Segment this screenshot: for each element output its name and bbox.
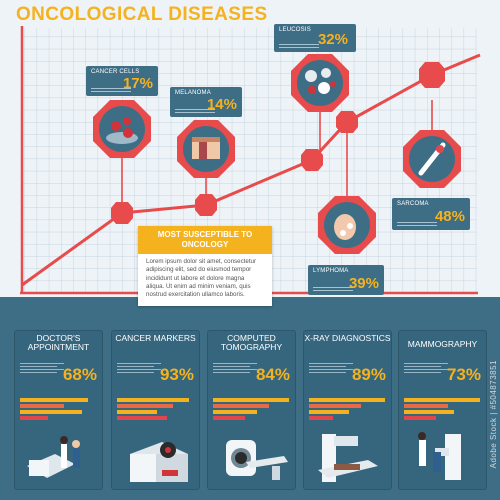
stock-watermark: Adobe Stock | #504873851 bbox=[489, 360, 498, 469]
panel-xray-diagnostics: X-RAY DIAGNOSTICS 89% bbox=[303, 330, 392, 490]
point-leucosis bbox=[336, 111, 358, 133]
panel-bar bbox=[404, 398, 480, 402]
chart-area: ONCOLOGICAL DISEASES CANCER CELLS 17% ME… bbox=[0, 0, 500, 297]
panel-value: 84% bbox=[255, 365, 290, 384]
panel-placeholder-text bbox=[404, 363, 448, 375]
label-lymphoma-name: LYMPHOMA bbox=[313, 268, 349, 274]
panel-computed-tomography: COMPUTED TOMOGRAPHY 84% bbox=[207, 330, 296, 490]
panel-bar bbox=[309, 398, 385, 402]
panel-title: COMPUTED TOMOGRAPHY bbox=[220, 333, 283, 352]
panel-doctors-appointment: DOCTOR'S APPOINTMENT 68% bbox=[14, 330, 103, 490]
label-cancer-cells-value: 17% bbox=[122, 75, 153, 92]
point-sarcoma bbox=[419, 62, 445, 88]
most-susceptible-card: MOST SUSCEPTIBLE TO ONCOLOGY Lorem ipsum… bbox=[138, 226, 272, 306]
panel-bar bbox=[213, 398, 289, 402]
label-melanoma: MELANOMA 14% bbox=[170, 87, 242, 117]
panel-bar bbox=[213, 404, 269, 408]
panel-bar bbox=[117, 410, 157, 414]
label-melanoma-value: 14% bbox=[206, 96, 237, 113]
panel-title: X-RAY DIAGNOSTICS bbox=[304, 333, 391, 343]
label-sarcoma-name: SARCOMA bbox=[397, 201, 429, 207]
tomography-illustration bbox=[226, 440, 288, 480]
panel-value: 68% bbox=[62, 365, 97, 384]
panel-bar bbox=[213, 416, 245, 420]
panel-value: 73% bbox=[446, 365, 481, 384]
panel-value: 89% bbox=[351, 365, 386, 384]
panel-bar bbox=[20, 404, 64, 408]
label-lymphoma: LYMPHOMA 39% bbox=[308, 265, 384, 295]
panel-bar bbox=[404, 410, 454, 414]
point-cancer-cells bbox=[111, 202, 133, 224]
most-susceptible-text: Lorem ipsum dolor sit amet, consectetur … bbox=[146, 258, 257, 299]
label-sarcoma-value: 48% bbox=[434, 208, 465, 225]
point-melanoma bbox=[195, 194, 217, 216]
label-melanoma-name: MELANOMA bbox=[175, 90, 211, 96]
panel-bar bbox=[404, 416, 436, 420]
panel-value: 93% bbox=[159, 365, 194, 384]
label-lymphoma-value: 39% bbox=[348, 275, 379, 292]
panel-placeholder-text bbox=[309, 363, 353, 375]
panel-title: DOCTOR'S APPOINTMENT bbox=[27, 333, 90, 352]
panel-bar bbox=[117, 398, 189, 402]
panel-placeholder-text bbox=[117, 363, 161, 375]
doctor-appointment-illustration bbox=[27, 436, 80, 478]
label-sarcoma: SARCOMA 48% bbox=[392, 198, 470, 230]
cancer-markers-illustration bbox=[130, 442, 188, 482]
panel-mammography: MAMMOGRAPHY 73% bbox=[398, 330, 487, 490]
point-lymphoma bbox=[301, 149, 323, 171]
label-leucosis-name: LEUCOSIS bbox=[279, 27, 311, 33]
label-leucosis-value: 32% bbox=[317, 31, 348, 48]
label-cancer-cells: CANCER CELLS 17% bbox=[86, 66, 158, 96]
page-title: ONCOLOGICAL DISEASES bbox=[16, 4, 268, 25]
panel-title: MAMMOGRAPHY bbox=[407, 339, 478, 349]
panel-bar bbox=[20, 410, 82, 414]
xray-illustration bbox=[318, 434, 378, 482]
label-cancer-cells-name: CANCER CELLS bbox=[91, 69, 140, 75]
panel-bar bbox=[309, 404, 361, 408]
panel-bar bbox=[20, 398, 88, 402]
mammography-illustration bbox=[418, 432, 461, 480]
panel-title: CANCER MARKERS bbox=[115, 333, 196, 343]
panel-bar bbox=[309, 410, 349, 414]
panel-bar bbox=[404, 404, 448, 408]
label-leucosis: LEUCOSIS 32% bbox=[274, 24, 356, 52]
panel-bar bbox=[309, 416, 333, 420]
panel-bar bbox=[20, 416, 48, 420]
panel-bar bbox=[117, 404, 173, 408]
panel-cancer-markers: CANCER MARKERS 93% bbox=[111, 330, 200, 490]
panel-placeholder-text bbox=[20, 363, 64, 375]
panel-bar bbox=[213, 410, 257, 414]
panel-bar bbox=[117, 416, 167, 420]
panel-placeholder-text bbox=[213, 363, 257, 375]
most-susceptible-heading: MOST SUSCEPTIBLE TO ONCOLOGY bbox=[138, 226, 272, 254]
